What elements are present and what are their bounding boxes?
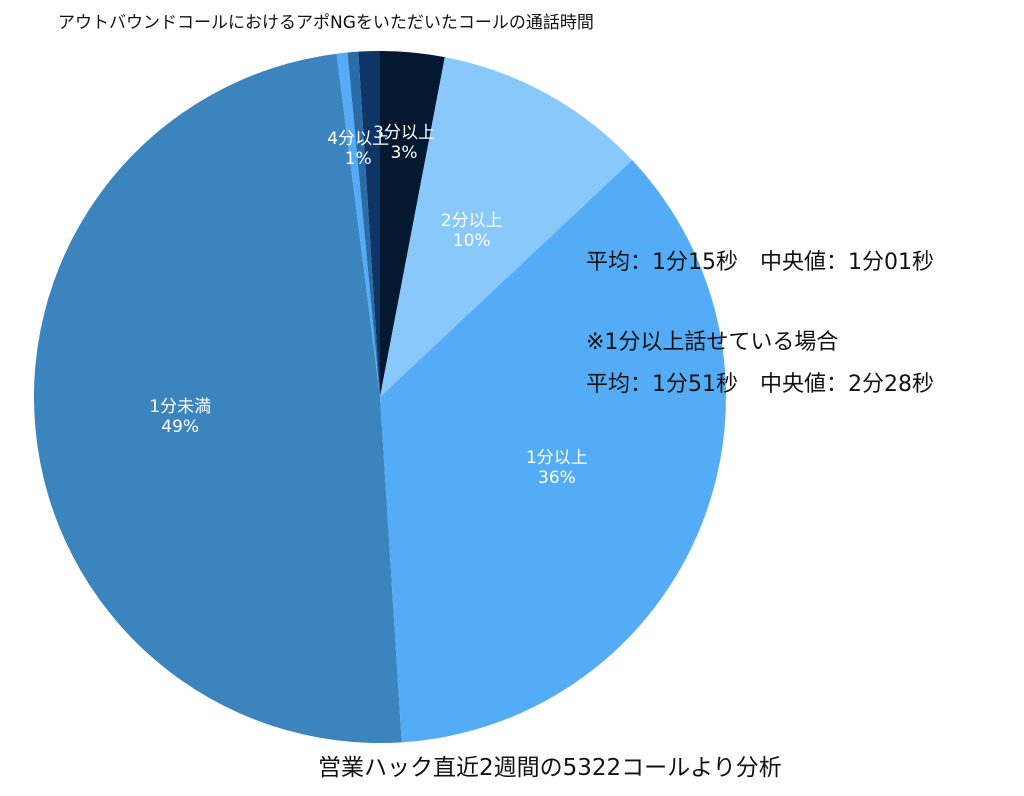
slice-label-0: 3分以上 — [373, 123, 435, 143]
pie-slice-1 — [380, 57, 633, 397]
slice-value-label-1: 10% — [453, 231, 491, 251]
slice-label-3: 1分未満 — [149, 397, 211, 417]
slice-value-label-0: 3% — [391, 143, 418, 163]
pie-slices — [33, 50, 726, 744]
pie-slice-4 — [336, 52, 380, 397]
pie-slice-6 — [358, 50, 380, 397]
pie-slice-5 — [347, 51, 380, 398]
slice-label-2: 1分以上 — [526, 448, 588, 468]
stats-over-one-minute: 平均：1分51秒 中央値：2分28秒 — [586, 372, 934, 397]
pie-slice-2 — [380, 160, 726, 743]
stats-note: ※1分以上話せている場合 — [586, 330, 839, 355]
slice-value-label-2: 36% — [538, 468, 576, 488]
slice-value-label-6: 1% — [345, 149, 372, 169]
pie-slice-3 — [33, 53, 402, 744]
stats-overall: 平均：1分15秒 中央値：1分01秒 — [586, 250, 934, 275]
slice-label-1: 2分以上 — [441, 211, 503, 231]
slice-label-6: 4分以上 — [327, 129, 389, 149]
chart-footer: 営業ハック直近2週間の5322コールより分析 — [318, 755, 782, 781]
chart-title: アウトバウンドコールにおけるアポNGをいただいたコールの通話時間 — [58, 13, 594, 33]
slice-value-label-3: 49% — [161, 417, 199, 437]
pie-slice-0 — [380, 51, 445, 397]
